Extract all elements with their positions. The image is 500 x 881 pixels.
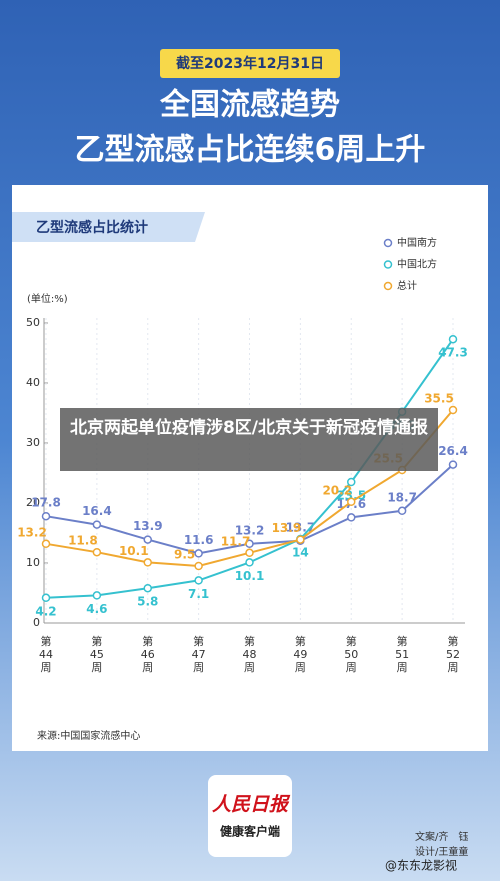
data-label: 11.7 — [221, 534, 251, 548]
data-point — [245, 548, 254, 558]
news-banner: 北京两起单位疫情涉8区/北京关于新冠疫情通报 — [60, 408, 438, 471]
legend-marker — [383, 238, 393, 248]
chart-title: 乙型流感占比统计 — [36, 219, 148, 236]
watermark: @东东龙影视 — [385, 858, 457, 873]
x-tick-label: 第51周 — [395, 635, 410, 674]
subheadline: 乙型流感占比连续6周上升 — [75, 133, 426, 168]
data-label: 17.8 — [31, 496, 61, 510]
credit-copy: 文案/齐 钰 — [415, 830, 468, 843]
logo-subtitle: 健康客户端 — [220, 824, 280, 839]
y-tick-label: 40 — [26, 376, 40, 389]
data-point — [347, 477, 356, 487]
data-point — [194, 561, 203, 571]
data-point — [194, 576, 203, 585]
data-label: 47.3 — [438, 346, 468, 360]
logo-title: 人民日报 — [212, 794, 291, 816]
logo-box — [208, 775, 292, 857]
data-point — [41, 511, 51, 521]
chart-title-tab — [12, 212, 205, 242]
data-point — [41, 593, 51, 603]
headline: 全国流感趋势 — [159, 88, 340, 123]
data-point — [143, 535, 152, 544]
x-tick-label: 第46周 — [140, 635, 155, 674]
y-tick-label: 50 — [26, 316, 40, 329]
data-label: 5.8 — [137, 595, 158, 609]
data-label: 26.4 — [438, 444, 468, 458]
legend-marker — [383, 281, 393, 291]
credit-design: 设计/王童童 — [415, 845, 468, 858]
data-point — [143, 583, 152, 593]
data-point — [245, 558, 254, 567]
data-label: 23.5 — [336, 489, 366, 503]
data-point — [92, 591, 102, 600]
data-label: 35.5 — [424, 392, 454, 406]
legend-label: 中国北方 — [397, 258, 437, 271]
data-point — [143, 558, 152, 567]
y-tick-label: 0 — [33, 616, 40, 629]
x-tick-label: 第49周 — [293, 635, 308, 674]
data-label: 18.7 — [387, 490, 417, 504]
data-point — [296, 535, 305, 544]
data-label: 13.9 — [133, 519, 163, 533]
data-point — [397, 506, 407, 516]
data-point — [41, 539, 51, 549]
data-label: 9.5 — [174, 548, 195, 562]
x-tick-label: 第44周 — [39, 635, 53, 674]
data-point — [448, 460, 458, 469]
x-tick-label: 第50周 — [344, 635, 359, 674]
data-label: 16.4 — [82, 504, 112, 518]
data-point — [194, 549, 203, 558]
data-label: 20.2 — [322, 483, 352, 497]
source: 来源:中国国家流感中心 — [37, 729, 140, 742]
x-tick-label: 第45周 — [89, 635, 104, 674]
data-label: 4.6 — [86, 602, 107, 616]
legend-label: 中国南方 — [397, 236, 437, 249]
x-tick-label: 第48周 — [242, 635, 257, 674]
data-label: 10.1 — [119, 544, 149, 558]
data-point — [448, 334, 458, 344]
data-point — [92, 547, 102, 557]
data-label: 13.9 — [272, 521, 302, 535]
y-tick-label: 20 — [26, 496, 40, 509]
data-label: 4.2 — [35, 604, 56, 618]
data-point — [448, 405, 458, 415]
data-label: 13.2 — [235, 523, 265, 537]
y-tick-label: 30 — [26, 436, 40, 449]
data-point — [347, 497, 356, 507]
data-label: 11.8 — [68, 534, 98, 548]
data-label: 14 — [292, 546, 309, 560]
data-label: 10.1 — [235, 569, 265, 583]
data-point — [245, 539, 254, 549]
y-tick-label: 10 — [26, 556, 40, 569]
date-text: 截至2023年12月31日 — [176, 55, 324, 72]
x-tick-label: 第52周 — [446, 635, 460, 674]
x-tick-label: 第47周 — [191, 635, 206, 674]
legend-marker — [383, 260, 393, 269]
data-label: 7.1 — [188, 587, 209, 601]
unit-label: (单位:%) — [27, 292, 68, 305]
data-label: 13.2 — [17, 525, 47, 539]
date-badge — [160, 49, 340, 78]
legend-label: 总计 — [397, 279, 417, 292]
data-label: 11.6 — [184, 533, 214, 547]
data-point — [92, 520, 102, 529]
data-point — [347, 513, 356, 522]
